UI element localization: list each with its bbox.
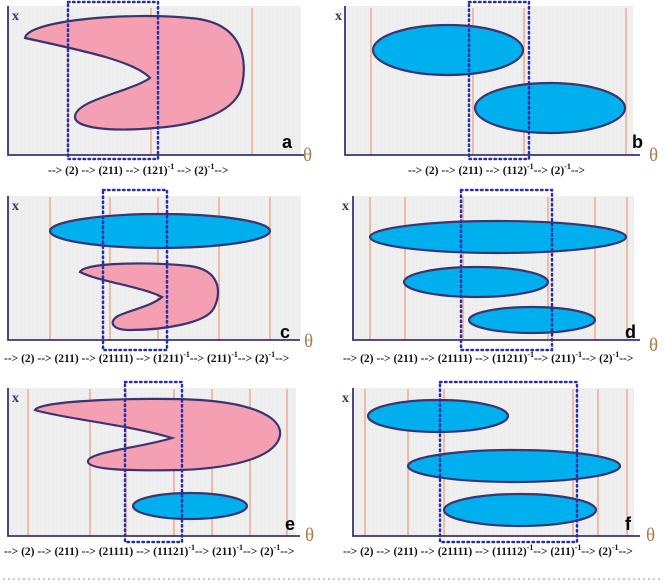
sequence-text: --> (2) --> (211) --> (121) (48, 164, 168, 177)
panel-c: x c θ (7, 188, 313, 352)
panel-f: x f θ (342, 380, 655, 546)
sequence-text: --> (2) --> (211) --> (21111) --> (11121… (4, 545, 189, 558)
sequence-caption-a: --> (2) --> (211) --> (121)-1 --> (2)-1-… (48, 162, 229, 177)
theta-label: θ (649, 335, 658, 356)
blue-ellipse (368, 219, 628, 255)
sequence-caption-e: --> (2) --> (211) --> (21111) --> (11121… (4, 543, 294, 558)
sequence-text: --> (2) --> (211) --> (21111) --> (1211) (4, 352, 184, 365)
exponent: -1 (612, 350, 620, 359)
axes (7, 196, 300, 341)
blue-ellipse (366, 398, 510, 434)
sequence-text: --> (2) (533, 164, 565, 177)
blue-ellipse (131, 491, 249, 521)
sequence-caption-b: --> (2) --> (211) --> (112)-1--> (2)-1--… (408, 162, 585, 177)
dotted-box (66, 0, 160, 161)
axes (352, 196, 640, 341)
sequence-caption-f: --> (2) --> (211) --> (21111) --> (11112… (343, 543, 633, 558)
panel-letter: d (625, 322, 636, 342)
exponent: -1 (273, 543, 281, 552)
sequence-text: --> (275, 352, 290, 365)
sequence-text: --> (211) (533, 545, 575, 558)
sequence-text: --> (2) --> (211) --> (112) (408, 164, 527, 177)
panel-a: x a θ (7, 0, 312, 166)
axes (352, 388, 640, 537)
blue-ellipse (406, 448, 622, 484)
exponent: -1 (236, 543, 244, 552)
axes (7, 6, 305, 156)
sequence-caption-d: --> (2) --> (211) --> (21111) --> (11211… (343, 350, 633, 365)
exponent: -1 (564, 162, 571, 171)
sequence-caption-c: --> (2) --> (211) --> (21111) --> (1211)… (4, 350, 289, 365)
theta-label: θ (303, 145, 312, 166)
theta-label: θ (646, 525, 655, 546)
x-axis-label: x (335, 9, 342, 24)
sequence-text: --> (2) --> (211) --> (21111) --> (11211… (343, 352, 528, 365)
exponent: -1 (188, 543, 195, 552)
panel-letter: b (632, 132, 643, 152)
x-axis-label: x (12, 9, 19, 24)
axes (344, 6, 640, 156)
dotted-box (438, 380, 579, 544)
blue-ellipse (442, 492, 598, 528)
dotted-box (123, 380, 184, 544)
sequence-text: --> (211) (194, 545, 237, 558)
dotted-box (467, 0, 531, 161)
x-axis-label: x (12, 391, 19, 406)
blue-ellipse (473, 81, 627, 135)
x-axis-label: x (12, 199, 19, 214)
sequence-text: --> (2) (581, 545, 612, 558)
dotted-box (459, 188, 554, 352)
panel-letter: e (285, 514, 295, 534)
theta-label: θ (649, 145, 658, 166)
sequence-text: --> (618, 545, 633, 558)
sequence-text: --> (211) (189, 352, 232, 365)
sequence-text: --> (619, 352, 634, 365)
exponent: -1 (574, 543, 582, 552)
panel-e: x e θ (7, 380, 314, 546)
sequence-text: --> (2) (243, 545, 274, 558)
exponent: -1 (231, 350, 238, 359)
dotted-box (101, 188, 169, 352)
panel-letter: f (625, 514, 632, 534)
exponent: -1 (167, 162, 175, 171)
theta-label: θ (305, 525, 314, 546)
pink-shape (78, 262, 220, 332)
panel-d: x d θ (342, 188, 658, 356)
theta-label: θ (304, 331, 313, 352)
exponent: -1 (268, 350, 276, 359)
sequence-text: --> (2) (582, 352, 613, 365)
exponent: -1 (526, 543, 534, 552)
blue-ellipse (467, 305, 597, 335)
exponent: -1 (611, 543, 619, 552)
panel-b: x b θ (335, 0, 658, 166)
pink-shape (33, 397, 282, 472)
blue-ellipse (371, 23, 525, 77)
sequence-text: --> (2) (174, 164, 208, 177)
sequence-text: --> (211) (533, 352, 576, 365)
sequence-text: --> (280, 545, 295, 558)
sequence-text: --> (2) --> (211) --> (21111) --> (11112… (343, 545, 527, 558)
sequence-text: --> (2) (237, 352, 269, 365)
x-axis-label: x (342, 391, 349, 406)
sequence-text: --> (214, 164, 229, 177)
exponent: -1 (527, 350, 534, 359)
exponent: -1 (183, 350, 190, 359)
sequence-text: --> (570, 164, 586, 177)
panel-letter: a (282, 132, 293, 152)
axes (7, 388, 300, 537)
blue-ellipse (402, 265, 550, 299)
panel-letter: c (280, 322, 290, 342)
exponent: -1 (575, 350, 583, 359)
exponent: -1 (526, 162, 534, 171)
exponent: -1 (207, 162, 215, 171)
blue-ellipse (48, 212, 272, 250)
pink-shape (23, 14, 245, 131)
x-axis-label: x (342, 199, 349, 214)
